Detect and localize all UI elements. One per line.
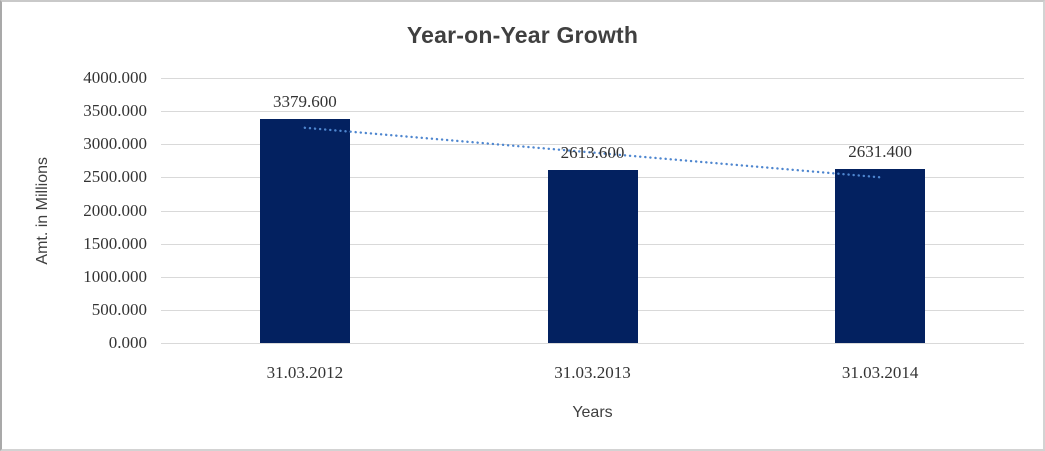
y-tick-label: 2500.000 — [83, 167, 147, 187]
gridline — [161, 343, 1024, 344]
x-tick-label: 31.03.2013 — [554, 363, 631, 382]
y-tick-label: 3000.000 — [83, 134, 147, 154]
x-tick-label: 31.03.2014 — [841, 363, 919, 382]
bar-value-label: 3379.600 — [272, 92, 337, 112]
x-tick-label: 31.03.2012 — [266, 363, 344, 382]
x-axis-ticks: 31.03.2012 31.03.2013 31.03.2014 — [161, 363, 1024, 385]
trendline — [303, 126, 882, 179]
chart-title: Year-on-Year Growth — [406, 22, 639, 48]
y-tick-label: 0.000 — [108, 333, 147, 352]
gridline — [161, 78, 1024, 79]
y-axis-ticks: 4000.000 3500.000 3000.000 2500.000 2000.000… — [2, 68, 147, 352]
bar — [547, 169, 638, 343]
y-tick-label: 500.000 — [91, 299, 147, 319]
x-axis-title: Years — [572, 404, 613, 421]
y-tick-label: 4000.000 — [83, 68, 147, 87]
bar — [259, 119, 350, 343]
bar-value-label: 2613.600 — [560, 142, 625, 162]
gridline — [161, 144, 1024, 146]
gridline — [161, 111, 1024, 113]
y-tick-label: 1000.000 — [83, 266, 147, 286]
y-tick-label: 2000.000 — [83, 200, 147, 220]
bar — [835, 168, 926, 343]
y-tick-label: 1500.000 — [83, 233, 147, 253]
plot-area: 3379.600 2613.600 2631.400 — [161, 78, 1024, 344]
y-tick-label: 3500.000 — [83, 101, 147, 121]
bar-value-label: 2631.400 — [848, 141, 913, 161]
